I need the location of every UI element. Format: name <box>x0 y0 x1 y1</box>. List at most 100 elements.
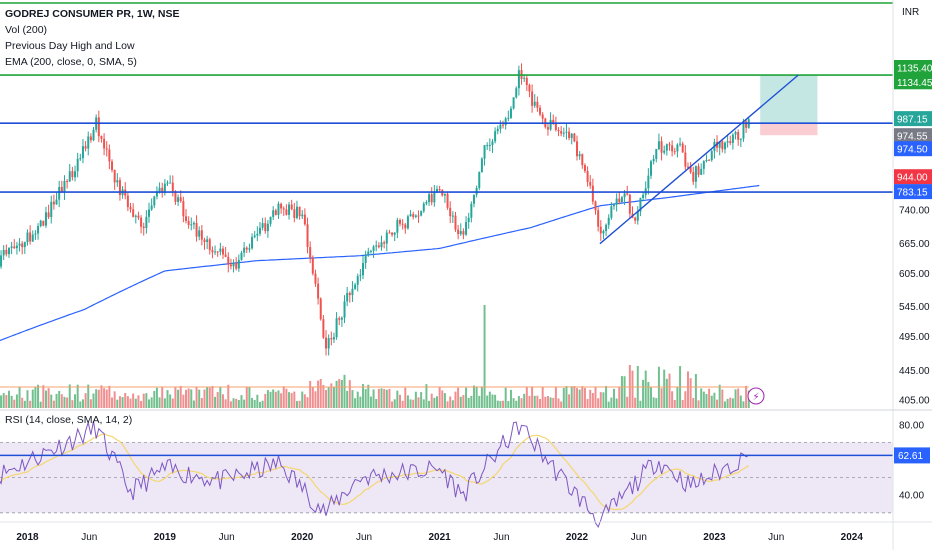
up-volume-bar <box>562 388 565 408</box>
up-candle <box>148 209 151 217</box>
up-candle <box>494 131 497 142</box>
up-candle <box>26 232 29 243</box>
price-tick-label: 495.00 <box>899 332 930 343</box>
up-candle <box>55 199 58 205</box>
indicator-volume[interactable]: Vol (200) <box>5 24 48 36</box>
down-volume-bar <box>589 389 592 408</box>
up-candle <box>385 232 388 244</box>
up-volume-bar <box>277 390 280 408</box>
up-volume-bar <box>385 389 388 408</box>
up-candle <box>18 243 21 246</box>
down-volume-bar <box>84 393 87 408</box>
up-candle <box>406 216 409 229</box>
down-volume-bar <box>539 399 542 408</box>
down-candle <box>293 209 296 218</box>
down-candle <box>528 84 531 92</box>
up-volume-bar <box>435 396 438 408</box>
price-tick-label: 405.00 <box>899 396 930 407</box>
down-volume-bar <box>684 391 687 408</box>
up-volume-bar <box>332 386 335 408</box>
down-candle <box>118 180 121 196</box>
up-volume-bar <box>676 387 679 408</box>
up-candle <box>367 251 370 255</box>
up-volume-bar <box>15 394 18 408</box>
down-candle <box>285 209 288 215</box>
up-candle <box>2 249 5 256</box>
down-candle <box>338 318 341 320</box>
up-candle <box>702 161 705 169</box>
up-volume-bar <box>507 401 510 408</box>
indicator-prev-day-high-low[interactable]: Previous Day High and Low <box>5 40 135 52</box>
down-candle <box>541 114 544 119</box>
up-volume-bar <box>81 399 84 408</box>
down-candle <box>89 136 92 141</box>
down-volume-bar <box>126 396 129 408</box>
down-volume-bar <box>557 398 560 408</box>
down-candle <box>224 254 227 257</box>
up-candle <box>153 196 156 206</box>
indicator-ema[interactable]: EMA (200, close, 0, SMA, 5) <box>5 56 137 68</box>
down-candle <box>182 201 185 217</box>
up-volume-bar <box>443 393 446 408</box>
up-candle <box>81 146 84 159</box>
up-candle <box>433 191 436 203</box>
up-volume-bar <box>232 398 235 408</box>
down-candle <box>66 180 69 182</box>
down-candle <box>174 191 177 202</box>
down-candle <box>179 197 182 202</box>
up-candle <box>248 248 251 250</box>
down-candle <box>583 165 586 172</box>
up-volume-bar <box>58 390 61 408</box>
down-volume-bar <box>454 391 457 408</box>
down-volume-bar <box>235 398 238 408</box>
up-candle <box>512 97 515 109</box>
up-volume-bar <box>351 390 354 408</box>
up-candle <box>92 129 95 141</box>
down-volume-bar <box>118 396 121 408</box>
up-volume-bar <box>288 392 291 408</box>
up-candle <box>253 235 256 238</box>
down-candle <box>105 148 108 150</box>
down-candle <box>383 242 386 244</box>
price-tag <box>894 184 932 200</box>
down-candle <box>208 239 211 251</box>
down-volume-bar <box>179 385 182 408</box>
up-volume-bar <box>422 399 425 408</box>
up-candle <box>443 193 446 196</box>
down-volume-bar <box>203 389 206 408</box>
down-volume-bar <box>660 388 663 408</box>
price-tag-text: 987.15 <box>897 115 928 126</box>
up-candle <box>676 144 679 152</box>
horizontal-levels[interactable] <box>0 2 893 245</box>
up-volume-bar <box>726 398 729 408</box>
up-volume-bar <box>649 387 652 408</box>
up-volume-bar <box>433 397 436 408</box>
up-candle <box>739 138 742 140</box>
up-candle <box>39 220 42 227</box>
time-tick-label: Jun <box>768 532 784 543</box>
price-tag-text: 944.00 <box>897 173 928 184</box>
down-volume-bar <box>293 391 296 408</box>
down-candle <box>737 132 740 140</box>
up-volume-bar <box>266 390 269 408</box>
down-candle <box>594 201 597 211</box>
up-volume-bar <box>166 390 169 408</box>
down-volume-bar <box>200 398 203 408</box>
up-candle <box>478 172 481 189</box>
down-volume-bar <box>591 392 594 408</box>
price-tick-label: 665.00 <box>899 239 930 250</box>
up-volume-bar <box>92 393 95 408</box>
down-candle <box>314 273 317 284</box>
up-volume-bar <box>713 392 716 408</box>
up-volume-bar <box>605 386 608 408</box>
down-candle <box>525 77 528 85</box>
up-candle <box>177 197 180 202</box>
down-volume-bar <box>399 394 402 408</box>
down-volume-bar <box>525 387 528 408</box>
up-candle <box>649 161 652 176</box>
down-volume-bar <box>309 380 312 408</box>
down-volume-bar <box>161 386 164 408</box>
indicator-rsi[interactable]: RSI (14, close, SMA, 14, 2) <box>5 414 133 426</box>
